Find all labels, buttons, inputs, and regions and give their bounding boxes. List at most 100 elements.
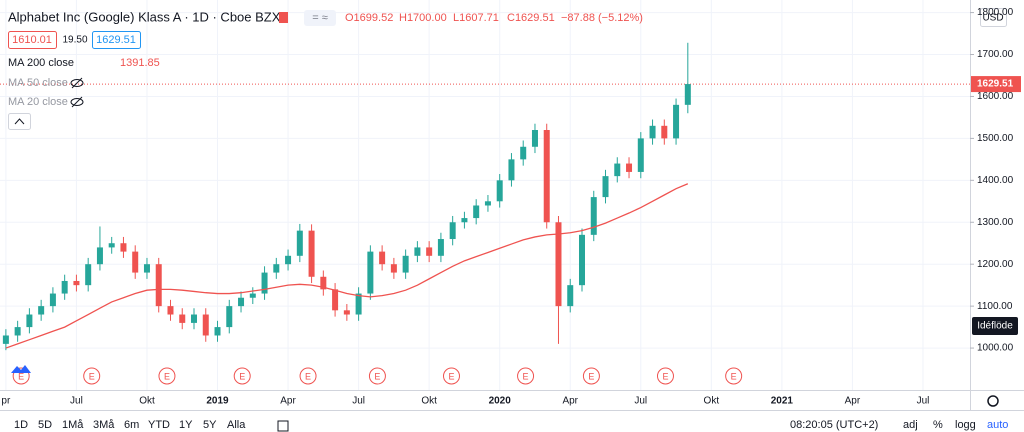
- range-button[interactable]: 5Y: [203, 419, 217, 431]
- earnings-label: E: [662, 371, 668, 381]
- indicator-name: MA 50 close: [8, 77, 68, 89]
- candle-body: [202, 314, 209, 336]
- earnings-label: E: [89, 371, 95, 381]
- ohlc-value: H1700.00: [399, 12, 447, 24]
- candle-body: [226, 306, 233, 328]
- candle-body: [120, 243, 127, 252]
- range-button[interactable]: 3Må: [93, 419, 115, 431]
- candle-body: [179, 314, 186, 323]
- candle-body: [214, 327, 221, 336]
- candle-body: [96, 247, 103, 265]
- candle-body: [531, 130, 538, 147]
- currency-box[interactable]: [980, 8, 1007, 27]
- hidden-icons[interactable]: [70, 77, 84, 108]
- range-button[interactable]: 6m: [124, 419, 139, 431]
- collapse-button[interactable]: [8, 113, 31, 130]
- clock: 08:20:05 (UTC+2): [790, 419, 878, 431]
- candle-body: [273, 264, 280, 273]
- earnings-marker[interactable]: [83, 367, 101, 385]
- range-button[interactable]: YTD: [148, 419, 170, 431]
- settings-icon[interactable]: [987, 395, 999, 407]
- candle-body: [38, 306, 45, 315]
- y-tick-label: 1100.00: [977, 301, 1013, 312]
- logo[interactable]: [11, 365, 31, 373]
- candle-body: [26, 314, 33, 328]
- indicator-toggle[interactable]: [304, 10, 336, 26]
- candle-body: [684, 84, 691, 105]
- axis-option[interactable]: adj: [903, 419, 918, 431]
- eye-slash: [71, 77, 83, 89]
- earnings-label: E: [305, 371, 311, 381]
- earnings-marker[interactable]: [158, 367, 176, 385]
- ask-box[interactable]: [92, 31, 141, 49]
- axis-option[interactable]: %: [933, 419, 943, 431]
- x-tick-label: Okt: [704, 396, 720, 407]
- earnings-marker[interactable]: [656, 367, 674, 385]
- ohlc: O1699.52 H1700.00 L1607.71 C1629.51 −87.88 (…: [345, 12, 643, 24]
- x-tick-label: Jul: [634, 396, 647, 407]
- earnings-marker[interactable]: [725, 367, 743, 385]
- candle-body: [167, 306, 174, 315]
- candle-body: [520, 146, 527, 160]
- candle-body: [602, 176, 609, 198]
- axis-option[interactable]: auto: [987, 419, 1008, 431]
- earnings-marker[interactable]: [233, 367, 251, 385]
- candle-body: [61, 280, 68, 294]
- ohlc-value: −87.88 (−5.12%): [561, 12, 643, 24]
- earnings-marker[interactable]: [368, 367, 386, 385]
- candle-body: [155, 264, 162, 307]
- candle-body: [461, 218, 468, 223]
- earnings-marker[interactable]: [299, 367, 317, 385]
- ohlc-value: O1699.52: [345, 12, 393, 24]
- x-tick-label: Jul: [352, 396, 365, 407]
- eye-icon[interactable]: [70, 79, 84, 87]
- ideas: Idéflöde: [977, 321, 1013, 332]
- candle-body: [473, 205, 480, 219]
- earnings-marker[interactable]: [517, 367, 535, 385]
- range-button[interactable]: 1D: [14, 419, 28, 431]
- candle-body: [132, 251, 139, 273]
- candle-body: [367, 251, 374, 294]
- eye-slash: [71, 96, 83, 108]
- candle-body: [14, 327, 21, 336]
- earnings-marker[interactable]: [582, 367, 600, 385]
- candle-body: [543, 130, 550, 223]
- toolbar: 1D 5D 1Må 3Må 6m YTD 1Y 5Y Alla 08:20:05 (UTC+2) a…: [14, 419, 1008, 431]
- earnings-label: E: [523, 371, 529, 381]
- range-button[interactable]: 5D: [38, 419, 52, 431]
- axis-option[interactable]: logg: [955, 419, 976, 431]
- candle-body: [508, 159, 515, 181]
- y-tick-label: 1000.00: [977, 343, 1014, 354]
- earnings-marker[interactable]: [442, 367, 460, 385]
- candle-body: [496, 180, 503, 202]
- last-price-label: 1629.51: [977, 79, 1014, 90]
- candle-body: [249, 293, 256, 298]
- y-tick-label: 1700.00: [977, 49, 1014, 60]
- candle-body: [355, 293, 362, 315]
- candle-body: [261, 272, 268, 294]
- x-tick-label: 2021: [771, 396, 794, 407]
- range-button[interactable]: 1Må: [62, 419, 84, 431]
- flag[interactable]: [279, 12, 288, 23]
- x-tick-label: Okt: [139, 396, 155, 407]
- x-tick-label: pr: [1, 396, 11, 407]
- candle-body: [49, 293, 56, 307]
- candle-body: [567, 285, 574, 307]
- eye-icon[interactable]: [70, 98, 84, 106]
- bid-box[interactable]: [8, 31, 57, 49]
- calendar-icon[interactable]: [277, 420, 289, 432]
- candle-body: [238, 297, 245, 307]
- candle-body: [673, 104, 680, 139]
- range-button[interactable]: Alla: [227, 419, 246, 431]
- range-button[interactable]: 1Y: [179, 419, 193, 431]
- ask: 1629.51: [96, 34, 136, 46]
- spread: 19.50: [62, 35, 87, 46]
- currency: USD: [982, 13, 1003, 24]
- candle-body: [437, 239, 444, 256]
- ideas-box[interactable]: [972, 317, 1018, 335]
- x-tick-label: Apr: [280, 396, 296, 407]
- toggle-icon: = ≈: [312, 12, 328, 24]
